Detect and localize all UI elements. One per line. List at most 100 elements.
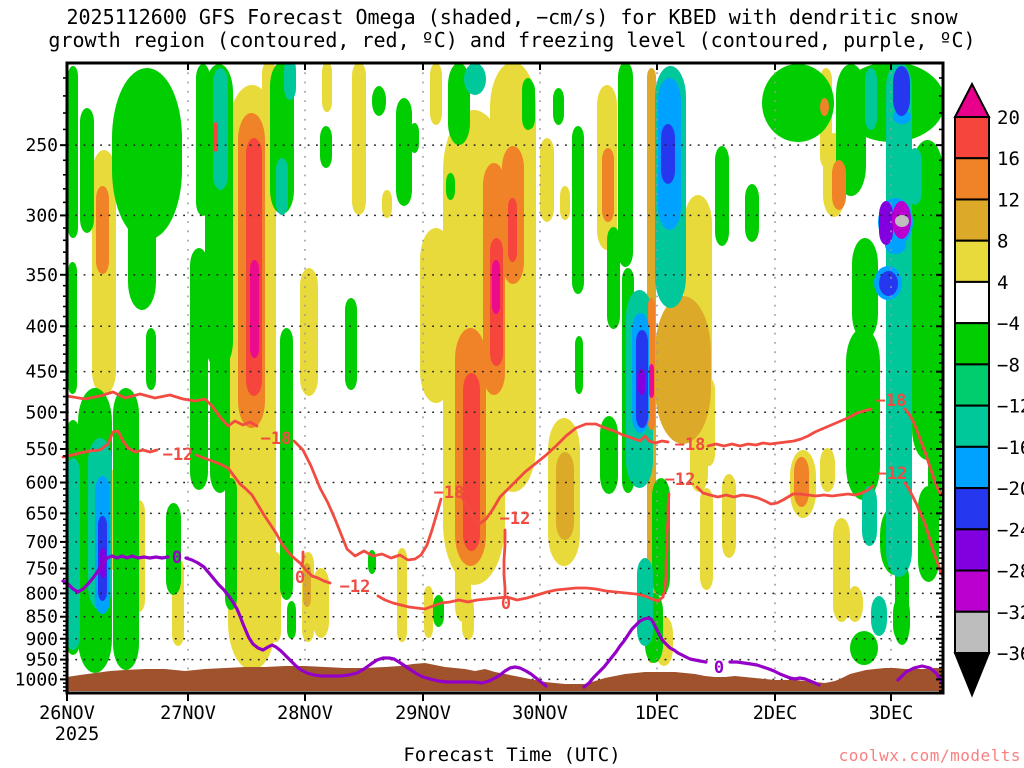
dendritic-growth-contour-line (65, 390, 259, 428)
y-axis-tick-label: 250 (25, 135, 58, 156)
shaded-region (886, 64, 912, 577)
colorbar: 20 16 12 8 4 −4 −8 −12 −16 −20 −24 −28 −32 −36 (953, 81, 1024, 698)
shaded-region (600, 416, 618, 494)
shaded-region (637, 558, 653, 646)
y-axis-tick-label: 950 (25, 650, 58, 671)
shaded-region (508, 198, 517, 262)
colorbar-block (954, 528, 990, 572)
x-axis-tick-label: 27NOV (160, 703, 216, 724)
colorbar-tick-label: 16 (997, 148, 1020, 170)
y-axis-tick-label: 700 (25, 532, 58, 553)
dendritic-growth-contour-line (903, 481, 945, 579)
colorbar-tick-label: −32 (997, 602, 1024, 624)
colorbar-tick-label: −20 (997, 478, 1024, 500)
shaded-region (313, 568, 329, 638)
shaded-region (446, 173, 455, 200)
y-axis-tick-label: 800 (25, 583, 58, 604)
x-axis-tick-label: 29NOV (395, 703, 451, 724)
chart-title: 2025112600 GFS Forecast Omega (shaded, −… (0, 6, 1024, 52)
dendritic-growth-contour-line (376, 492, 671, 611)
shaded-region (382, 190, 392, 218)
shaded-region (820, 98, 829, 116)
shaded-region (345, 298, 357, 390)
y-axis-tick-label: 600 (25, 473, 58, 494)
contour-label: −12 (877, 464, 908, 484)
freezing-level-contour-line (728, 660, 821, 687)
contour-label: −18 (434, 483, 465, 503)
shaded-region (649, 364, 654, 398)
shaded-region (462, 596, 474, 640)
colorbar-block (954, 280, 990, 325)
dendritic-growth-contour-line (695, 484, 875, 506)
colorbar-tick-label: −16 (997, 437, 1024, 459)
shaded-region (820, 448, 835, 492)
shaded-region (433, 595, 444, 627)
colorbar-block (954, 610, 990, 654)
contour-label: −12 (665, 470, 696, 490)
shaded-region (833, 518, 850, 622)
shaded-region (722, 474, 736, 558)
dendritic-growth-contour-line (300, 550, 305, 568)
freezing-level-contour-line (61, 554, 170, 594)
y-axis-tick-label: 750 (25, 559, 58, 580)
y-axis-tick-label: 1000 (15, 669, 58, 690)
shaded-region (112, 68, 182, 240)
x-axis-tick-label: 1DEC (635, 703, 680, 724)
shaded-region (372, 86, 386, 116)
shaded-region (525, 81, 535, 129)
shaded-region (912, 140, 942, 460)
shaded-region (836, 64, 866, 196)
x-axis-tick-label: 28NOV (277, 703, 333, 724)
shaded-region (602, 148, 614, 222)
watermark-link[interactable]: coolwx.com/modelts (838, 746, 1021, 765)
dendritic-growth-contour-line (194, 453, 332, 585)
x-axis-tick-label: 26NOV (39, 703, 95, 724)
colorbar-block (954, 404, 990, 448)
colorbar-block (954, 239, 990, 283)
shaded-region (166, 503, 181, 595)
x-axis-tick-label: 30NOV (512, 703, 568, 724)
colorbar-block (954, 363, 990, 407)
omega-shading (68, 64, 942, 673)
colorbar-tick-label: 8 (997, 231, 1008, 253)
contour-label: −18 (876, 391, 907, 411)
shaded-region (832, 160, 846, 210)
y-axis-tick-label: 400 (25, 316, 58, 337)
colorbar-block (954, 198, 990, 242)
contour-label: −12 (500, 509, 531, 529)
shaded-region (700, 488, 713, 590)
shaded-region (560, 186, 570, 220)
shaded-region (68, 66, 78, 238)
y-axis-tick-label: 350 (25, 265, 58, 286)
shaded-region (68, 262, 77, 394)
shaded-region (352, 64, 366, 215)
shaded-region (847, 586, 863, 622)
dendritic-growth-contour-line (460, 422, 670, 526)
shaded-region (556, 452, 574, 540)
shaded-region (492, 260, 500, 314)
shaded-region (464, 64, 486, 95)
x-axis-year-label: 2025 (55, 724, 100, 745)
shaded-region (895, 215, 909, 227)
y-axis-tick-label: 650 (25, 503, 58, 524)
shaded-region (908, 148, 922, 205)
shaded-region (762, 64, 834, 142)
shaded-region (430, 64, 442, 125)
terrain-profile (67, 663, 943, 691)
colorbar-block (954, 445, 990, 490)
plot-frame (65, 61, 945, 695)
y-axis-tick-label: 450 (25, 362, 58, 383)
colorbar-tick-label: −4 (997, 313, 1020, 335)
colorbar-under-arrow (953, 652, 991, 698)
colorbar-block (954, 116, 990, 160)
shaded-region (146, 328, 156, 390)
axis-ticks (60, 63, 943, 701)
shaded-region (871, 596, 887, 636)
contour-labels: −18 −18 −18 −18 −12 −12 −12 −12 −12 0 0 0 0 (163, 391, 908, 678)
shaded-region (410, 123, 419, 153)
shaded-region (271, 552, 281, 642)
shaded-region (113, 388, 139, 670)
shaded-region (879, 271, 898, 296)
shaded-region (540, 138, 554, 222)
